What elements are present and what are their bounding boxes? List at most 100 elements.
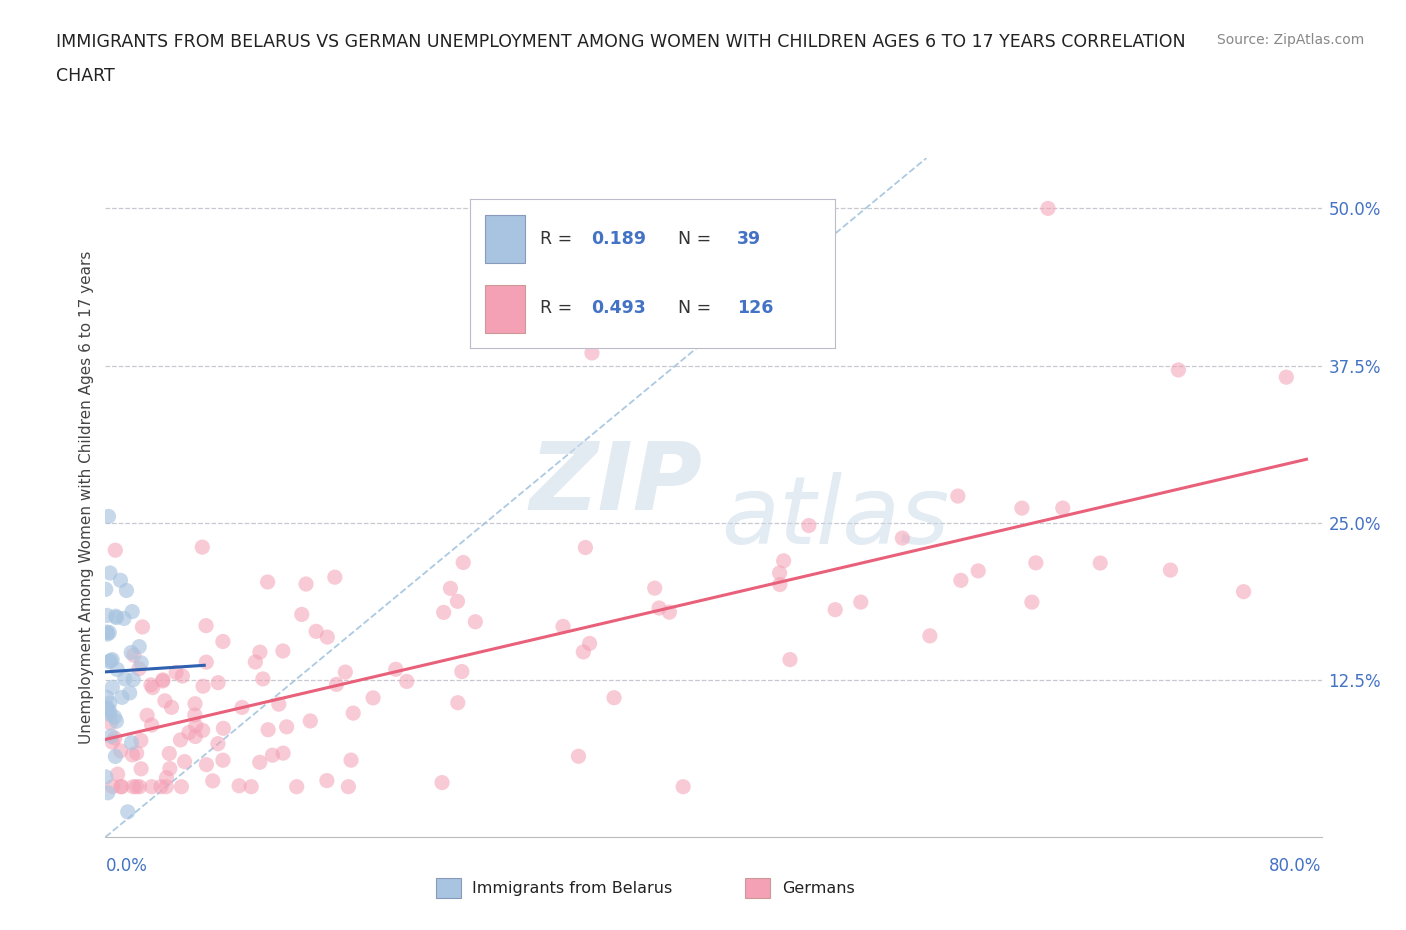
Point [342, 706, 364, 721]
Text: Source: ZipAtlas.com: Source: ZipAtlas.com [1216, 33, 1364, 46]
Point [231, 700, 253, 715]
Point [240, 779, 263, 794]
Point [256, 575, 278, 590]
Point [1167, 363, 1189, 378]
Point [891, 531, 914, 546]
Point [100, 728, 122, 743]
Point [139, 677, 162, 692]
Point [395, 674, 418, 689]
Point [551, 619, 574, 634]
Point [450, 664, 472, 679]
Point [1090, 555, 1112, 570]
Point [184, 708, 207, 723]
Point [1011, 500, 1033, 515]
Point [125, 779, 148, 794]
Point [1232, 584, 1254, 599]
Point [155, 770, 177, 785]
Point [165, 665, 187, 680]
Point [136, 708, 159, 723]
Point [271, 644, 294, 658]
Point [603, 690, 626, 705]
Point [295, 577, 318, 591]
Point [574, 540, 596, 555]
Point [160, 700, 183, 715]
Point [797, 518, 820, 533]
Point [1025, 555, 1047, 570]
Point [152, 672, 174, 687]
Point [142, 680, 165, 695]
Point [101, 680, 124, 695]
Point [212, 721, 235, 736]
Point [316, 630, 339, 644]
Point [779, 652, 801, 667]
Point [149, 779, 172, 794]
Point [824, 603, 846, 618]
Point [98, 654, 121, 669]
Point [262, 748, 284, 763]
Point [104, 731, 127, 746]
Point [110, 779, 132, 794]
Point [257, 723, 280, 737]
Point [120, 736, 142, 751]
Text: Germans: Germans [782, 881, 855, 896]
Point [98, 707, 121, 722]
Point [184, 697, 207, 711]
Point [578, 636, 600, 651]
Point [122, 672, 145, 687]
Point [129, 656, 152, 671]
Point [97, 700, 120, 715]
Point [184, 718, 207, 733]
Point [191, 539, 214, 554]
Point [315, 773, 337, 788]
Point [658, 604, 681, 619]
Point [98, 565, 121, 580]
Point [121, 748, 143, 763]
Text: atlas: atlas [721, 472, 949, 564]
Point [104, 543, 127, 558]
Point [157, 746, 180, 761]
Point [120, 645, 142, 660]
Point [153, 694, 176, 709]
Point [451, 555, 474, 570]
Point [97, 509, 120, 524]
Point [385, 662, 408, 677]
Point [245, 655, 267, 670]
Point [177, 725, 200, 740]
Point [212, 634, 235, 649]
Point [117, 804, 139, 819]
Point [170, 779, 193, 794]
Point [101, 652, 124, 667]
Point [111, 779, 134, 794]
Point [104, 609, 127, 624]
Point [159, 761, 181, 776]
Point [125, 746, 148, 761]
Point [128, 779, 150, 794]
Point [110, 743, 132, 758]
Point [672, 779, 695, 794]
Point [1052, 500, 1074, 515]
Point [100, 715, 122, 730]
Point [447, 696, 470, 711]
Point [103, 710, 125, 724]
Point [228, 778, 250, 793]
Point [267, 697, 290, 711]
Point [433, 604, 456, 619]
Point [112, 611, 135, 626]
Point [96, 627, 118, 642]
Point [249, 755, 271, 770]
Text: IMMIGRANTS FROM BELARUS VS GERMAN UNEMPLOYMENT AMONG WOMEN WITH CHILDREN AGES 6 : IMMIGRANTS FROM BELARUS VS GERMAN UNEMPL… [56, 33, 1185, 50]
Point [305, 624, 328, 639]
Point [772, 553, 794, 568]
Point [131, 619, 153, 634]
Point [105, 662, 128, 677]
Point [184, 729, 207, 744]
Point [110, 573, 132, 588]
Point [581, 346, 603, 361]
Point [97, 785, 120, 800]
Point [128, 661, 150, 676]
Point [644, 580, 666, 595]
Point [567, 749, 589, 764]
Point [118, 685, 141, 700]
Point [648, 601, 671, 616]
Point [252, 671, 274, 686]
